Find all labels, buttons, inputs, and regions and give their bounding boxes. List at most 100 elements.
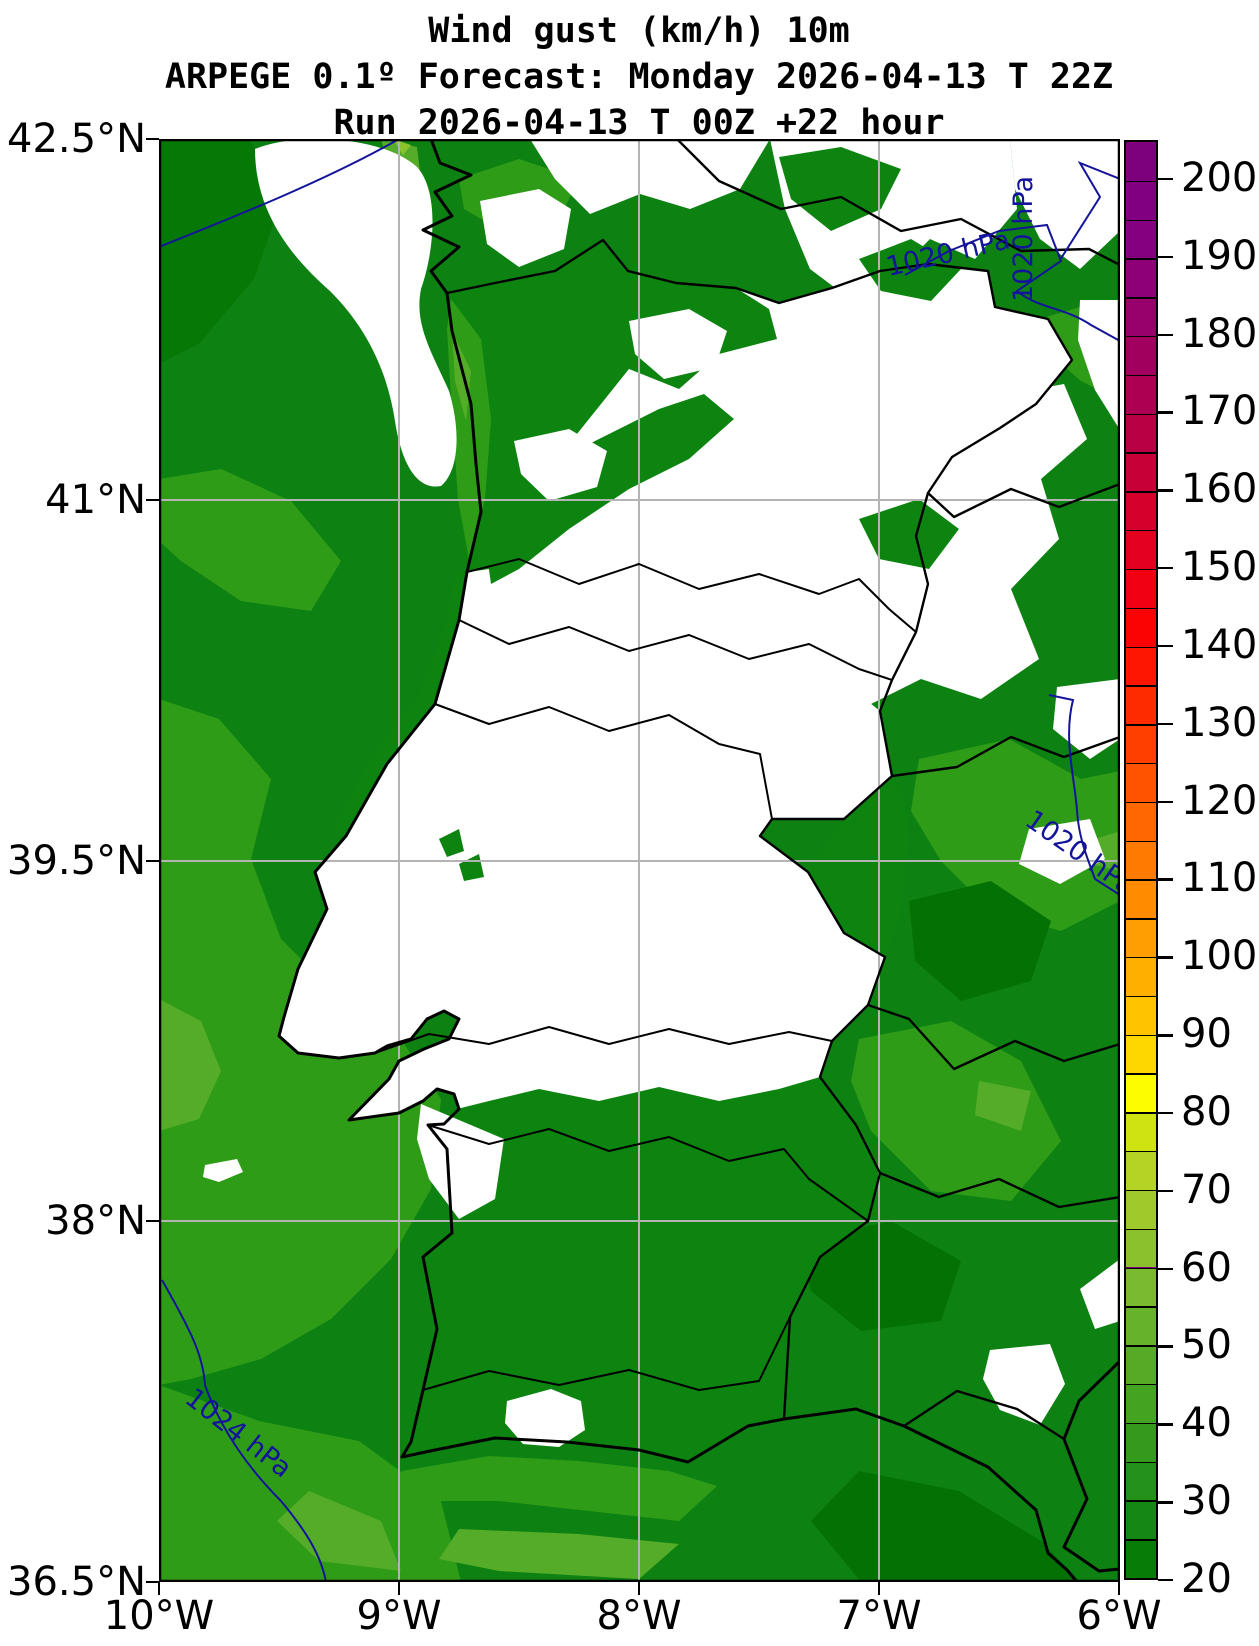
lon-axis-tick — [398, 1582, 401, 1595]
colorbar-segment-divider — [1126, 1267, 1156, 1269]
colorbar-tick — [1158, 722, 1173, 726]
colorbar-segment — [1126, 142, 1156, 181]
colorbar-segment — [1126, 297, 1156, 337]
colorbar-tick-label: 180 — [1181, 310, 1258, 357]
colorbar-segment-divider — [1126, 1461, 1156, 1463]
colorbar-segment — [1126, 724, 1156, 763]
colorbar-tick-label: 50 — [1181, 1322, 1232, 1369]
lon-axis-tick — [878, 1582, 881, 1595]
colorbar-segment-divider — [1126, 840, 1156, 842]
colorbar-segment — [1126, 646, 1156, 686]
lon-axis-tick — [158, 1582, 161, 1595]
colorbar-segment — [1126, 1228, 1156, 1268]
graticule — [159, 139, 1120, 1582]
colorbar-segment-divider — [1126, 1112, 1156, 1114]
colorbar-tick — [1158, 411, 1173, 414]
title-line-1: Wind gust (km/h) 10m — [428, 11, 850, 51]
colorbar-tick-label: 20 — [1181, 1556, 1232, 1602]
colorbar-segment-divider — [1126, 374, 1156, 377]
pt-es-border — [445, 238, 1074, 1421]
lon-axis-tick — [1118, 1582, 1121, 1595]
colorbar-segment — [1126, 258, 1156, 298]
colorbar-segment-divider — [1126, 918, 1156, 920]
colorbar-tick — [1158, 1345, 1173, 1348]
colorbar-segment-divider — [1126, 1189, 1156, 1192]
colorbar-tick — [1158, 177, 1173, 181]
colorbar-tick — [1158, 255, 1173, 259]
colorbar-segment-divider — [1126, 1422, 1156, 1425]
colorbar-segment-divider — [1126, 219, 1156, 221]
map-frame — [159, 139, 1120, 1582]
lat-label-39-5n: 39.5°N — [7, 838, 146, 884]
colorbar-tick — [1158, 956, 1173, 959]
colorbar-tick-label: 30 — [1181, 1478, 1232, 1525]
title-line-3: Run 2026-04-13 T 00Z +22 hour — [333, 103, 945, 143]
lon-label-10w: 10°W — [103, 1593, 215, 1639]
colorbar-segment-divider — [1126, 646, 1156, 648]
colorbar-segment — [1126, 879, 1156, 919]
colorbar-segment — [1126, 918, 1156, 957]
colorbar-segment — [1126, 1500, 1156, 1540]
colorbar-tick-label: 80 — [1181, 1088, 1232, 1135]
map-panel: 1020 hPa 1020 hPa 1020 hPa 1024 hPa — [159, 139, 1120, 1582]
colorbar-tick — [1158, 1267, 1173, 1271]
admin-boundaries — [374, 139, 1120, 1441]
colorbar-segment-divider — [1126, 957, 1156, 959]
colorbar-tick-label: 40 — [1181, 1400, 1232, 1447]
colorbar-tick-label: 170 — [1181, 388, 1258, 435]
colorbar-segment-divider — [1126, 1034, 1156, 1037]
colorbar-segment — [1126, 1267, 1156, 1307]
colorbar-segment — [1126, 607, 1156, 647]
isobar-lines — [159, 139, 1120, 1582]
colorbar-tick-label: 200 — [1181, 154, 1258, 201]
colorbar-tick-label: 120 — [1181, 777, 1258, 824]
colorbar-tick-label: 60 — [1181, 1244, 1232, 1291]
colorbar-segment — [1126, 452, 1156, 492]
colorbar-segment-divider — [1126, 568, 1156, 571]
colorbar-segment — [1126, 840, 1156, 880]
colorbar-tick — [1158, 489, 1173, 492]
colorbar-segment-divider — [1126, 685, 1156, 687]
wind-gust-map: 1020 hPa 1020 hPa 1020 hPa 1024 hPa — [159, 139, 1120, 1582]
colorbar-segment — [1126, 1189, 1156, 1229]
colorbar-tick — [1158, 644, 1173, 648]
colorbar-segment — [1126, 1461, 1156, 1501]
colorbar-segment — [1126, 685, 1156, 725]
lat-axis-tick — [146, 499, 159, 502]
colorbar-segment — [1126, 336, 1156, 375]
colorbar-tick — [1158, 1579, 1173, 1582]
colorbar-segment — [1126, 957, 1156, 996]
colorbar-segment-divider — [1126, 1539, 1156, 1541]
lon-label-6w: 6°W — [1076, 1593, 1162, 1639]
lon-label-9w: 9°W — [356, 1593, 442, 1639]
isobar-label-1020-b: 1020 hPa — [1008, 176, 1039, 302]
colorbar-segment — [1126, 491, 1156, 531]
colorbar-segment — [1126, 530, 1156, 569]
colorbar-segment-divider — [1126, 297, 1156, 299]
lat-label-36-5n: 36.5°N — [7, 1559, 146, 1605]
colorbar-segment-divider — [1126, 1151, 1156, 1153]
colorbar-segment-divider — [1126, 530, 1156, 532]
colorbar — [1124, 140, 1158, 1580]
colorbar-tick-label: 190 — [1181, 232, 1258, 279]
colorbar-segment-divider — [1126, 1383, 1156, 1386]
lat-label-41n: 41°N — [45, 477, 146, 523]
colorbar-segment-divider — [1126, 336, 1156, 338]
colorbar-segment — [1126, 1306, 1156, 1346]
colorbar-tick — [1158, 333, 1173, 336]
colorbar-tick — [1158, 1423, 1173, 1426]
colorbar-tick-label: 160 — [1181, 466, 1258, 513]
colorbar-segment-divider — [1126, 413, 1156, 416]
colorbar-segment — [1126, 762, 1156, 802]
colorbar-segment-divider — [1126, 180, 1156, 183]
colorbar-segment-divider — [1126, 1228, 1156, 1231]
colorbar-tick — [1158, 800, 1173, 803]
colorbar-segment-divider — [1126, 1306, 1156, 1308]
colorbar-tick-label: 130 — [1181, 699, 1258, 746]
colorbar-segment-divider — [1126, 762, 1156, 765]
lon-label-7w: 7°W — [836, 1593, 922, 1639]
colorbar-segment-divider — [1126, 1345, 1156, 1347]
lat-label-38n: 38°N — [45, 1198, 146, 1244]
colorbar-segment — [1126, 1112, 1156, 1152]
lat-axis-tick — [146, 1581, 159, 1584]
